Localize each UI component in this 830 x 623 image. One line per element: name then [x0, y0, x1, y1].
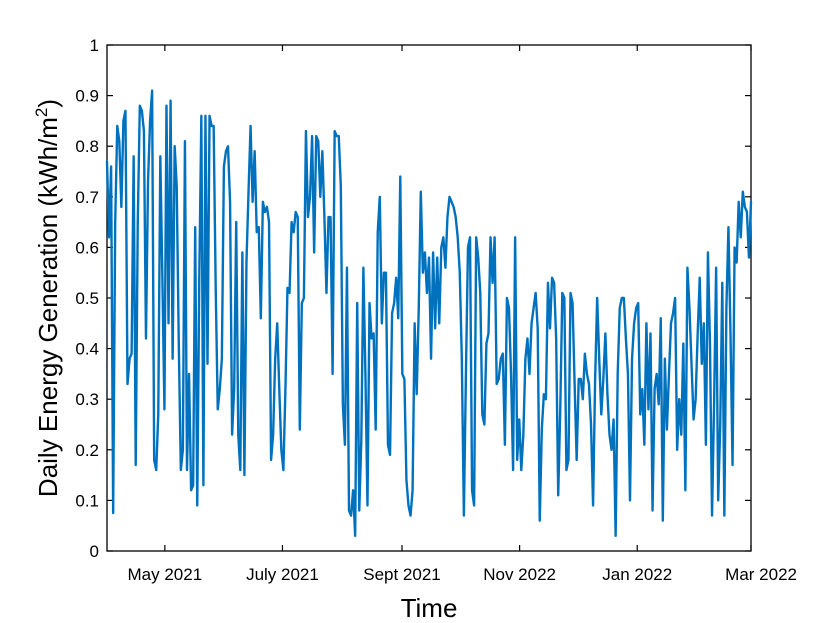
y-tick-label: 0.5	[75, 289, 99, 308]
x-tick-label: Jan 2022	[602, 565, 672, 584]
y-axis-title: Daily Energy Generation (kWh/m2)	[32, 99, 63, 497]
y-axis-title-superscript: 2	[32, 108, 51, 117]
x-tick-label: Nov 2022	[483, 565, 556, 584]
y-tick-label: 0.4	[75, 340, 99, 359]
y-axis: 0 0.1 0.2 0.3 0.4 0.5 0.6 0.7 0.8 0.9 1	[75, 36, 751, 561]
y-tick-label: 0.8	[75, 137, 99, 156]
x-tick-label: May 2021	[128, 565, 203, 584]
x-tick-label: July 2021	[246, 565, 319, 584]
x-tick-label: Sept 2021	[363, 565, 441, 584]
y-tick-label: 0.1	[75, 491, 99, 510]
y-tick-label: 0.6	[75, 238, 99, 257]
y-tick-label: 0.2	[75, 441, 99, 460]
y-tick-label: 0.3	[75, 390, 99, 409]
y-tick-label: 1	[90, 36, 99, 55]
series-line	[105, 89, 753, 538]
x-tick-label: Mar 2022	[725, 565, 797, 584]
x-axis-title: Time	[401, 593, 458, 623]
y-tick-label: 0	[90, 542, 99, 561]
y-tick-label: 0.7	[75, 188, 99, 207]
y-tick-label: 0.9	[75, 87, 99, 106]
x-axis: May 2021 July 2021 Sept 2021 Nov 2022 Jan 20…	[128, 45, 797, 584]
